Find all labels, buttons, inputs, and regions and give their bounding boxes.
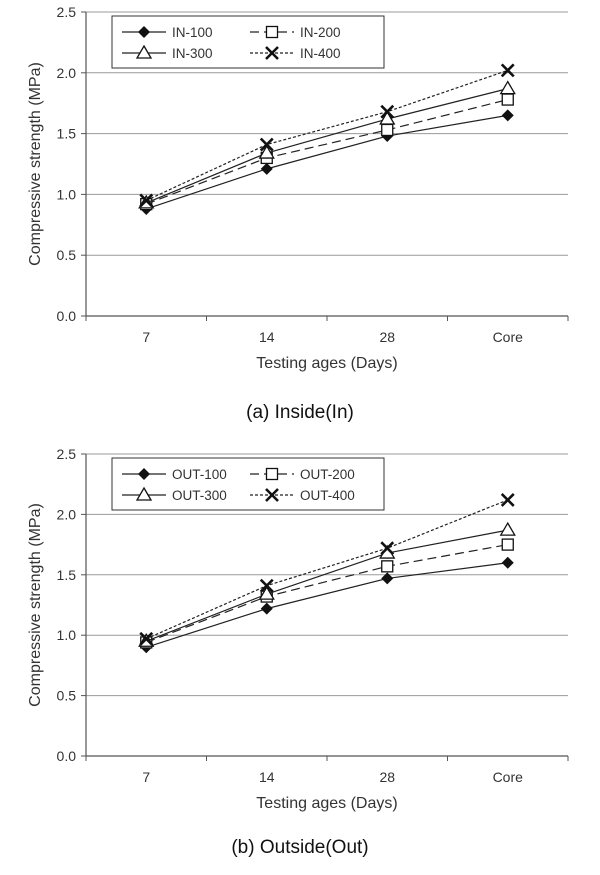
y-tick-label: 1.0	[57, 186, 77, 202]
x-tick-label: 28	[379, 769, 395, 785]
series-in-400	[139, 63, 515, 208]
chart-caption: (a) Inside(In)	[246, 402, 354, 423]
data-point	[260, 162, 273, 175]
legend-label: OUT-300	[172, 488, 227, 503]
legend-label: OUT-400	[300, 488, 355, 503]
legend-label: IN-100	[172, 25, 213, 40]
legend: IN-100 IN-200 IN-300 IN-400	[111, 15, 385, 69]
series-line	[146, 499, 508, 640]
legend-label: IN-200	[300, 25, 341, 40]
y-axis-label: Compressive strength (MPa)	[27, 503, 44, 707]
x-tick-label: 7	[142, 769, 150, 785]
legend-label: IN-400	[300, 46, 341, 61]
legend-box	[111, 457, 385, 511]
data-point	[259, 137, 274, 152]
data-point	[380, 104, 395, 119]
series-out-100	[140, 556, 514, 654]
x-tick-label: 7	[142, 329, 150, 345]
y-axis-label: Compressive strength (MPa)	[27, 62, 44, 266]
x-tick-label: Core	[493, 769, 524, 785]
x-tick-label: 14	[259, 769, 275, 785]
series-line	[146, 529, 508, 642]
y-tick-label: 1.0	[57, 627, 77, 643]
chart-panel-inside: 0.0 0.5 1.0 1.5 2.0 2.5 7 14 28 Core Testing ages …	[27, 4, 569, 423]
legend: OUT-100 OUT-200 OUT-300 OUT-400	[111, 457, 385, 511]
x-axis-label: Testing ages (Days)	[256, 355, 397, 372]
x-tick-label: 28	[379, 329, 395, 345]
series-in-100	[140, 109, 514, 215]
legend-box	[111, 15, 385, 69]
series-out-400	[139, 492, 515, 646]
data-point	[501, 109, 514, 122]
y-tick-label: 0.5	[57, 688, 77, 704]
x-tick-label: 14	[259, 329, 275, 345]
y-tick-label: 1.5	[57, 126, 77, 142]
legend-marker	[265, 467, 279, 481]
chart-outside: 0.0 0.5 1.0 1.5 2.0 2.5 7 14 28 Core Testing ages …	[27, 446, 569, 812]
data-point	[139, 631, 154, 646]
y-tick-label: 0.5	[57, 247, 77, 263]
data-point	[260, 602, 273, 615]
data-point	[381, 123, 394, 137]
legend-marker	[138, 468, 150, 480]
legend-marker	[138, 26, 150, 38]
legend-marker	[265, 25, 279, 39]
y-tick-label: 0.0	[57, 308, 77, 324]
series-line	[146, 98, 508, 205]
x-axis-label: Testing ages (Days)	[256, 795, 397, 812]
series-line	[146, 88, 508, 204]
legend-marker	[265, 488, 279, 502]
y-tick-label: 2.0	[57, 65, 77, 81]
data-point	[500, 492, 515, 507]
data-point	[500, 63, 515, 78]
data-point	[501, 556, 514, 569]
series-out-300	[138, 521, 516, 647]
data-point	[258, 585, 275, 600]
series-line	[145, 69, 508, 202]
data-point	[259, 578, 274, 593]
legend-label: OUT-200	[300, 467, 355, 482]
legend-marker	[135, 486, 153, 501]
legend-label: IN-300	[172, 46, 213, 61]
data-point	[258, 144, 275, 159]
series-in-300	[138, 80, 516, 209]
data-point	[381, 560, 394, 573]
chart-panel-outside: 0.0 0.5 1.0 1.5 2.0 2.5 7 14 28 Core Testing ages …	[0, 440, 600, 875]
series-line	[146, 114, 508, 210]
y-tick-label: 2.0	[57, 506, 77, 522]
data-point	[139, 193, 154, 208]
y-tick-label: 0.0	[57, 748, 77, 764]
x-tick-label: Core	[493, 329, 524, 345]
data-point	[501, 93, 514, 106]
series-line	[146, 562, 508, 648]
legend-label: OUT-100	[172, 467, 227, 482]
chart-inside: 0.0 0.5 1.0 1.5 2.0 2.5 7 14 28 Core Testing ages …	[27, 4, 569, 372]
series-line	[146, 544, 508, 644]
chart-caption: (b) Outside(Out)	[231, 837, 369, 858]
data-point	[499, 521, 516, 536]
data-point	[381, 572, 394, 585]
y-tick-label: 1.5	[57, 567, 77, 583]
data-point	[380, 541, 395, 556]
y-tick-label: 2.5	[57, 446, 77, 462]
data-point	[501, 538, 514, 551]
legend-marker	[135, 44, 153, 59]
data-point	[499, 80, 516, 95]
data-point	[379, 110, 396, 125]
y-tick-label: 2.5	[57, 4, 77, 20]
legend-marker	[265, 46, 279, 60]
